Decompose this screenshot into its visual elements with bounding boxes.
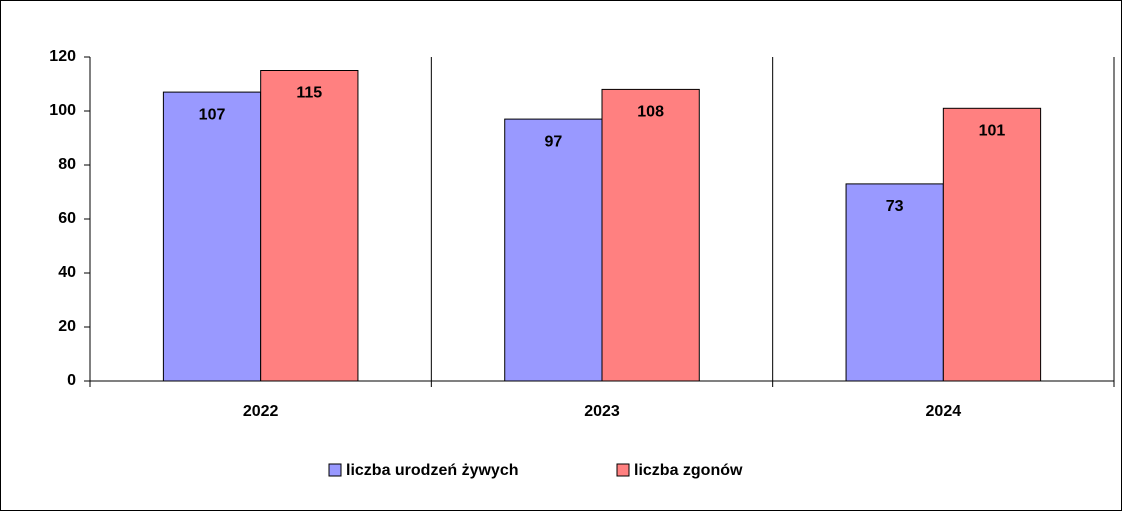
legend-label: liczba urodzeń żywych [346, 462, 518, 479]
data-label: 101 [979, 123, 1006, 140]
bar [162, 91, 262, 382]
x-tick-label: 2022 [243, 403, 279, 420]
bar [845, 183, 944, 382]
y-tick-label: 40 [58, 264, 76, 281]
y-tick-label: 80 [58, 156, 76, 173]
bar [260, 70, 359, 382]
legend-swatch [616, 463, 630, 477]
y-tick-label: 100 [49, 102, 76, 119]
legend-label: liczba zgonów [634, 462, 743, 479]
data-label: 115 [296, 85, 322, 102]
y-tick-label: 20 [58, 318, 76, 335]
y-tick-label: 120 [49, 48, 76, 65]
data-label: 73 [886, 198, 904, 215]
data-label: 107 [199, 106, 226, 123]
legend-swatch [328, 463, 342, 477]
data-label: 108 [637, 104, 664, 121]
y-tick-label: 60 [58, 210, 76, 227]
bar [504, 118, 603, 382]
bar [942, 107, 1042, 382]
bar [601, 88, 700, 382]
x-tick-label: 2023 [584, 403, 620, 420]
x-tick-label: 2024 [926, 403, 962, 420]
y-tick-label: 0 [67, 372, 76, 389]
data-label: 97 [544, 133, 562, 150]
